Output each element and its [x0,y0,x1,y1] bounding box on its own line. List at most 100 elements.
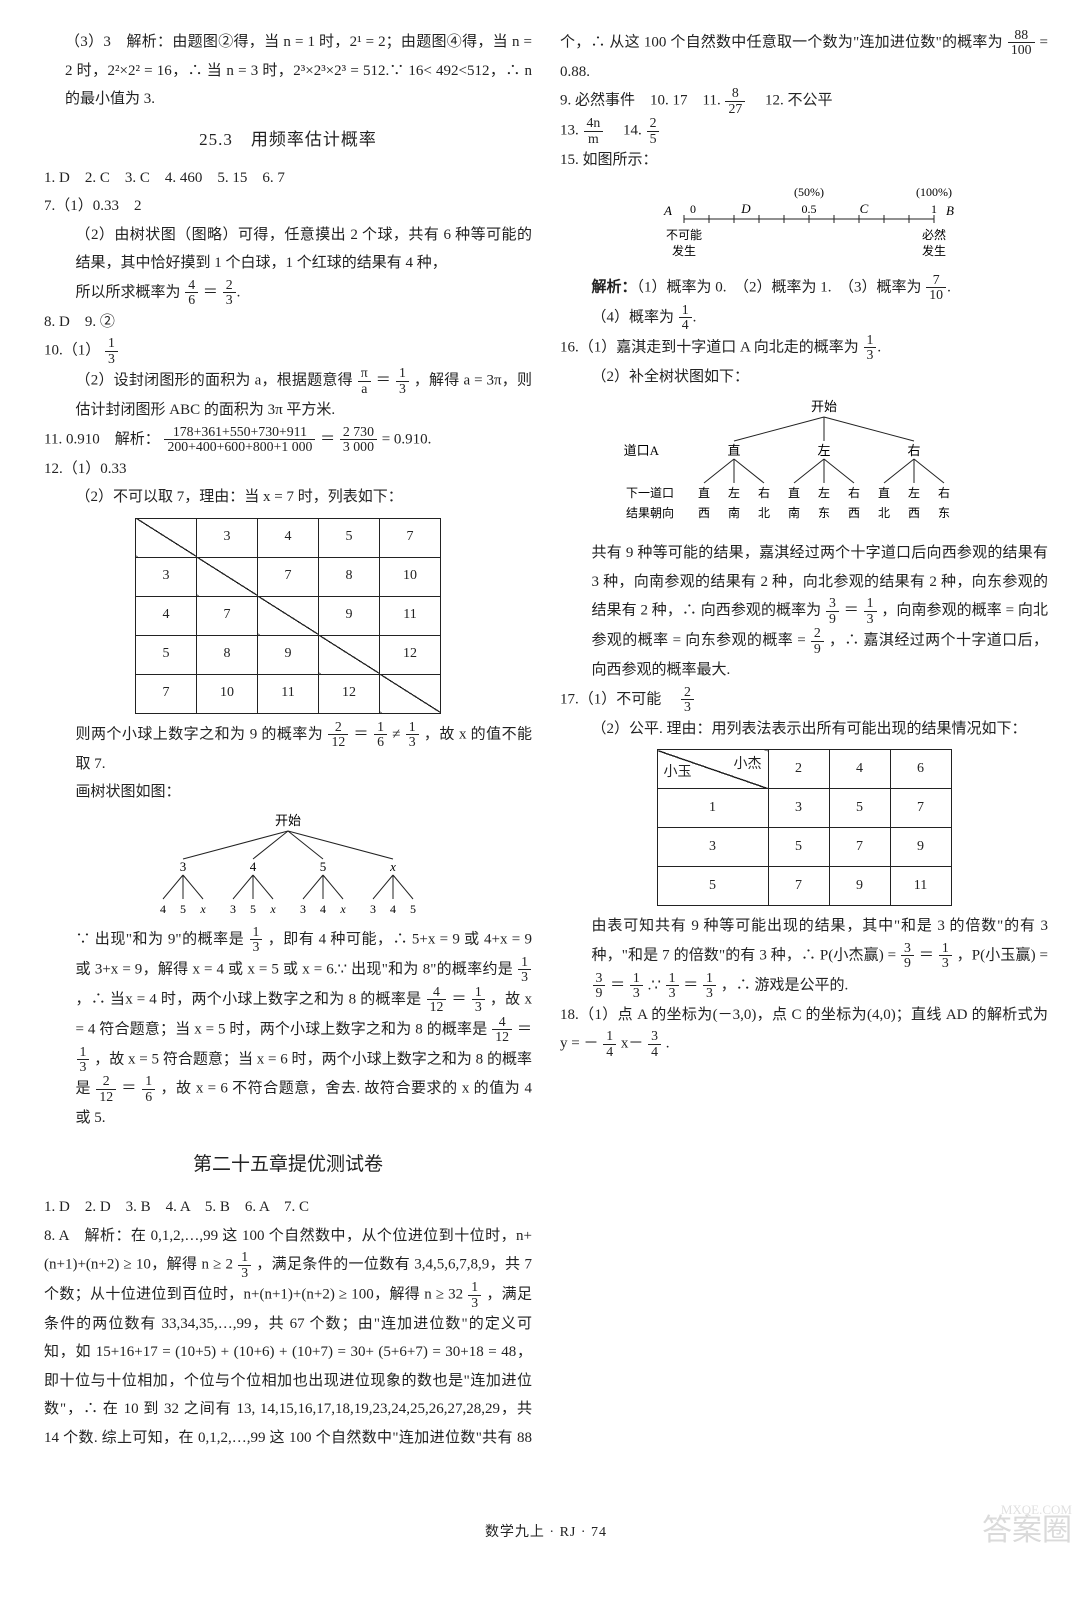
svg-text:直: 直 [788,486,800,500]
svg-text:开始: 开始 [275,813,301,828]
frac: 13 [864,333,877,363]
ch25-answer-16-1: 16.（1）嘉淇走到十字道口 A 向北走的概率为 13. [560,333,1048,363]
section-253-title: 25.3 用频率估计概率 [44,124,532,156]
t: .∵ [648,977,665,993]
frac: 13 [250,925,263,955]
eq: ＝ [376,373,391,389]
frac: 212 [328,720,348,750]
svg-text:3: 3 [370,902,376,916]
frac: 39 [826,596,839,626]
svg-text:3: 3 [180,859,187,874]
eq: ＝ [203,284,218,300]
svg-text:5: 5 [320,859,327,874]
answers-8-9: 8. D 9. ② [44,308,532,337]
t: 12. 不公平 [750,93,833,109]
svg-text:左: 左 [817,443,830,458]
chapter-25-test-title: 第二十五章提优测试卷 [44,1147,532,1183]
answer-12-1: 12.（1）0.33 [44,455,532,484]
svg-text:5: 5 [250,902,256,916]
frac: 412 [492,1015,512,1045]
t: 16.（1）嘉淇走到十字道口 A 向北走的概率为 [560,339,863,355]
ch25-answer-17-3: 由表可知共有 9 种等可能出现的结果，其中"和是 3 的倍数"的有 3 种，"和… [560,912,1048,1000]
frac: 13 [703,971,716,1001]
svg-text:4: 4 [160,902,166,916]
frac: 39 [593,971,606,1001]
answer-12-3: ∵ 出现"和为 9"的概率是 13 ，即有 4 种可能，∴ 5+x = 9 或 … [44,925,532,1133]
svg-text:A: A [663,203,672,218]
svg-text:3: 3 [300,902,306,916]
answer-11: 11. 0.910 解析： 178+361+550+730+911200+400… [44,425,532,455]
t: （4）概率为 [592,309,678,325]
pre-q3: （3）3 解析：由题图②得，当 n = 1 时，2¹ = 2；由题图④得，当 n… [44,28,532,114]
svg-text:东: 东 [818,506,830,520]
svg-text:必然: 必然 [922,227,946,242]
svg-text:0: 0 [690,202,696,216]
svg-text:D: D [740,201,751,216]
frac: 710 [926,273,946,303]
svg-text:右: 右 [758,485,770,500]
svg-text:左: 左 [728,485,740,500]
t: ，P(小玉赢) = [957,947,1048,963]
svg-text:B: B [946,203,954,218]
eq: ＝ [451,991,466,1007]
t: . [666,1036,670,1052]
t: 13. [560,123,583,139]
frac: 212 [96,1074,116,1104]
eq: ＝ [844,603,859,619]
svg-text:4: 4 [390,902,396,916]
svg-text:x: x [269,902,276,916]
ch25-answer-16-2: （2）补全树状图如下： [560,363,1048,392]
svg-text:4: 4 [320,902,326,916]
svg-text:北: 北 [878,506,890,520]
frac: 13 [518,955,531,985]
ch25-answers-1-7: 1. D 2. D 3. B 4. A 5. B 6. A 7. C [44,1193,532,1222]
t: 9. 必然事件 10. 17 11. [560,93,724,109]
answer-7-2: （2）由树状图（图略）可得，任意摸出 2 个球，共有 6 种等可能的结果，其中恰… [44,221,532,278]
frac: 14 [603,1029,616,1059]
ch25-answers-9-12: 9. 必然事件 10. 17 11. 827 12. 不公平 [560,86,1048,116]
svg-text:x: x [339,902,346,916]
frac: 4nm [584,116,604,146]
svg-text:C: C [860,201,869,216]
svg-text:1: 1 [931,202,937,216]
table-12: 34573781047911589127101112 [135,518,441,714]
frac: 23 [681,685,694,715]
svg-text:直: 直 [878,486,890,500]
tree-16: 开始 道口A 直 左 右 下一道口 直左右直左右直左右 结果朝向 西南北南东西北… [604,395,1004,535]
frac: 39 [901,941,914,971]
t: 17.（1）不可能 [560,691,676,707]
svg-text:(50%): (50%) [794,185,824,199]
svg-text:北: 北 [758,506,770,520]
frac: 178+361+550+730+911200+400+600+800+1 000 [164,425,315,455]
ch25-15-analysis-4: （4）概率为 14. [560,303,1048,333]
answer-10-1: 10.（1） 13 [44,336,532,366]
svg-text:左: 左 [818,485,830,500]
frac: 88100 [1008,28,1035,58]
frac: 13 [472,985,485,1015]
ch25-answer-18: 18.（1）点 A 的坐标为(－3,0)，点 C 的坐标为(4,0)；直线 AD… [560,1001,1048,1059]
frac: 13 [630,971,643,1001]
frac: 13 [238,1250,251,1280]
neq: ≠ [392,726,400,742]
frac: 46 [185,278,198,308]
ch25-answers-13-14: 13. 4nm 14. 25 [560,116,1048,146]
page-footer: 数学九上 · RJ · 74 [44,1520,1048,1547]
svg-text:右: 右 [848,485,860,500]
frac: 13 [396,366,409,396]
svg-text:x: x [389,859,396,874]
svg-text:南: 南 [788,505,800,520]
t: 14. [608,123,646,139]
txt: = 0.910. [382,431,432,447]
svg-text:x: x [199,902,206,916]
frac: 14 [679,303,692,333]
t: ，∴ 游戏是公平的. [721,977,849,993]
ch25-answer-16-3: 共有 9 种等可能的结果，嘉淇经过两个十字道口后向西参观的结果有 3 种，向南参… [560,539,1048,684]
svg-text:4: 4 [250,859,257,874]
t: x－ [621,1036,644,1052]
svg-text:开始: 开始 [811,399,837,414]
frac: 16 [142,1074,155,1104]
svg-text:结果朝向: 结果朝向 [626,505,674,520]
eq: ＝ [919,947,934,963]
eq: ＝ [683,977,698,993]
frac: 827 [725,86,745,116]
